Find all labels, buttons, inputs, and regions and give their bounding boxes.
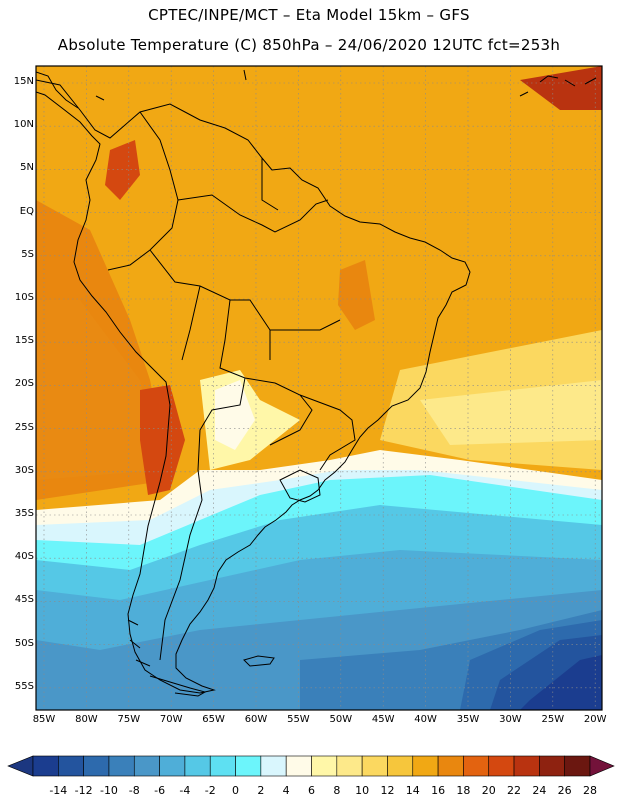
lat-label: 25S	[14, 421, 34, 433]
south-america-outline	[36, 79, 471, 694]
colorbar-tick-label: 20	[481, 784, 496, 797]
lon-label: 40W	[414, 714, 437, 725]
colorbar-swatch	[108, 755, 135, 777]
colorbar-swatch	[235, 755, 262, 777]
colorbar	[7, 755, 615, 777]
colorbar-swatch	[32, 755, 59, 777]
colorbar-tick-label: 16	[431, 784, 446, 797]
lon-label: 75W	[117, 714, 141, 725]
lat-label: 5S	[21, 248, 34, 260]
colorbar-swatch	[209, 755, 236, 777]
field-blue6	[520, 655, 602, 710]
lon-label: 30W	[499, 714, 522, 725]
colorbar-tick-label: 18	[456, 784, 471, 797]
field-north	[170, 66, 602, 260]
lat-label: 10S	[14, 292, 34, 303]
field-east-light	[420, 380, 602, 445]
colorbar-swatch	[184, 755, 211, 777]
lat-label: 5N	[20, 162, 34, 174]
lat-label: 55S	[14, 680, 34, 692]
field-colombia-hot	[105, 140, 140, 200]
lat-label: 40S	[14, 551, 34, 563]
colorbar-tick-label: -6	[154, 784, 166, 797]
colorbar-under-arrow	[7, 755, 34, 777]
colorbar-tick-label: 0	[232, 784, 240, 797]
lon-label: 65W	[202, 714, 225, 725]
colorbar-swatch	[437, 755, 464, 777]
colorbar-tick-label: 24	[532, 784, 547, 797]
colorbar-tick-label: 28	[583, 784, 597, 797]
lat-label: 30S	[14, 464, 34, 476]
colorbar-tick-label: -8	[128, 784, 140, 797]
colorbar-tick-label: 4	[282, 784, 290, 797]
lat-label: EQ	[19, 205, 34, 217]
lat-label: 50S	[14, 637, 34, 649]
central-america	[36, 71, 105, 109]
colorbar-tick-label: 26	[557, 784, 572, 797]
lon-label: 60W	[244, 714, 268, 725]
colorbar-swatch	[387, 755, 414, 777]
colorbar-swatch	[83, 755, 110, 777]
coastlines	[36, 69, 597, 697]
country-borders	[107, 111, 356, 661]
colorbar-swatch	[159, 755, 186, 777]
caribbean-islands	[243, 69, 597, 97]
colorbar-swatch	[463, 755, 490, 777]
lon-label: 80W	[75, 714, 98, 725]
lat-label: 10N	[13, 119, 34, 131]
field-caribbean-hot	[520, 66, 602, 110]
colorbar-swatch	[285, 755, 312, 777]
colorbar-swatch	[336, 755, 363, 777]
colorbar-tick-label: -2	[204, 784, 216, 797]
fuego-islands	[127, 619, 207, 697]
colorbar-tick-label: 6	[308, 784, 315, 797]
colorbar-swatch	[58, 755, 84, 777]
lon-label: 85W	[32, 714, 56, 725]
colorbar-swatch	[513, 755, 540, 777]
lat-label: 20S	[14, 378, 34, 390]
colorbar-tick-label: -10	[99, 784, 118, 797]
uruguay-border	[279, 469, 321, 503]
lat-label: 15N	[13, 76, 34, 87]
field-brazil-orange	[338, 260, 375, 330]
lat-label: 45S	[14, 594, 34, 606]
colorbar-swatch	[361, 755, 388, 777]
lon-label: 70W	[159, 714, 183, 725]
title-line-1: CPTEC/INPE/MCT – Eta Model 15km – GFS	[148, 6, 470, 24]
plot-frame	[35, 65, 603, 711]
lon-label: 25W	[541, 714, 565, 725]
colorbar-swatch	[539, 755, 565, 777]
colorbar-over-arrow	[589, 755, 615, 777]
lat-label: 35S	[14, 508, 34, 519]
field-chaco-white	[215, 380, 255, 450]
lat-label: 15S	[14, 335, 34, 347]
colorbar-swatch	[311, 755, 338, 777]
colorbar-tick-label: 22	[507, 784, 522, 797]
lon-label: 50W	[329, 714, 353, 725]
colorbar-tick-label: 8	[333, 784, 341, 797]
field-atacama-hot	[140, 385, 185, 495]
colorbar-tick-label: 2	[257, 784, 265, 797]
temperature-field	[36, 66, 602, 710]
title-line-2: Absolute Temperature (C) 850hPa – 24/06/…	[57, 36, 561, 54]
colorbar-swatch	[412, 755, 439, 777]
colorbar-swatch	[133, 755, 160, 777]
falklands	[243, 655, 275, 667]
colorbar-swatch	[260, 755, 287, 777]
lon-label: 55W	[287, 714, 310, 725]
colorbar-tick-label: 12	[380, 784, 395, 797]
colorbar-tick-label: -12	[74, 784, 93, 797]
lon-label: 20W	[583, 714, 607, 725]
colorbar-tick-label: -4	[179, 784, 191, 797]
colorbar-swatch	[564, 755, 591, 777]
colorbar-tick-label: 10	[355, 784, 370, 797]
lon-label: 35W	[456, 714, 480, 725]
colorbar-tick-label: -14	[49, 784, 68, 797]
colorbar-swatch	[488, 755, 515, 777]
colorbar-tick-label: 14	[405, 784, 420, 797]
lon-label: 45W	[371, 714, 395, 725]
